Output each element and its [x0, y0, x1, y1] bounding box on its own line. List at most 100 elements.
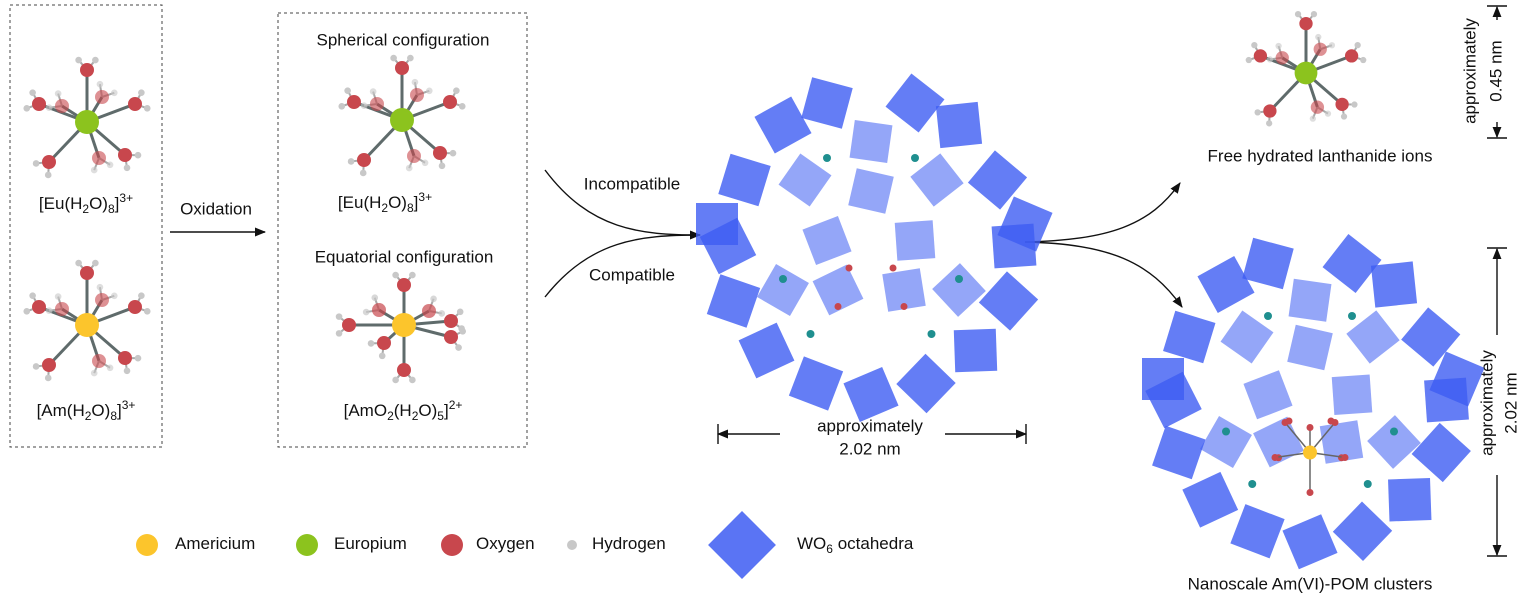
octahedron	[1429, 351, 1485, 407]
formula-part: ]	[414, 193, 419, 212]
formula-part: 3+	[418, 190, 432, 204]
octahedron	[1220, 310, 1274, 364]
oxygen	[80, 266, 94, 280]
formula: Oxygen	[476, 534, 535, 553]
formula: [Am(H2O)8]3+	[37, 398, 136, 423]
oxygen	[834, 303, 842, 310]
oxygen	[342, 318, 356, 332]
octahedron	[894, 220, 936, 261]
oxygen	[1299, 16, 1313, 31]
label: Spherical configuration	[317, 30, 490, 49]
octahedron	[885, 73, 945, 133]
label: Nanoscale Am(VI)-POM clusters	[1188, 574, 1433, 593]
oxygen	[80, 63, 94, 77]
oxygen	[55, 99, 69, 113]
tungsten-site	[911, 154, 919, 162]
hydrogen	[138, 89, 145, 96]
oxygen	[1310, 100, 1325, 114]
hydrogen	[1360, 56, 1367, 64]
label: 2.02 nm	[839, 439, 900, 458]
octahedron	[1332, 501, 1393, 561]
oxygen	[1344, 49, 1359, 63]
formula-part: [Eu(H	[338, 193, 381, 212]
formula-part: 8	[407, 201, 414, 215]
legend-swatch	[136, 534, 158, 556]
legend-swatch	[441, 534, 463, 556]
octahedron	[1200, 416, 1252, 468]
hydrogen	[106, 161, 114, 169]
molecule	[338, 54, 466, 177]
hydrogen	[425, 87, 433, 95]
compatible-arrow	[544, 234, 701, 298]
metal	[75, 313, 99, 337]
formula-part: 3+	[122, 398, 136, 412]
oxygen	[357, 153, 371, 167]
hydrogen	[92, 56, 99, 64]
hydrogen	[407, 54, 414, 62]
octahedron	[967, 150, 1028, 210]
formula-part: Hydrogen	[592, 534, 666, 553]
octahedron	[882, 268, 926, 312]
hydrogen	[409, 376, 416, 384]
hydrogen	[96, 283, 104, 291]
oxygen	[410, 88, 424, 102]
hydrogen	[344, 87, 351, 94]
hydrogen	[1310, 11, 1318, 18]
oxygen	[128, 300, 142, 314]
hydrogen	[409, 271, 416, 279]
oxygen	[42, 155, 56, 169]
hydrogen	[54, 90, 62, 97]
tungsten-site	[823, 154, 831, 162]
formula-part: Europium	[334, 534, 407, 553]
oxygen	[92, 354, 106, 368]
oxygen	[1331, 419, 1339, 426]
hydrogen	[1245, 56, 1252, 64]
hydrogen	[1266, 56, 1274, 63]
octahedron	[1401, 307, 1461, 367]
octahedron	[1411, 422, 1471, 483]
formula-part: [Am(H	[37, 401, 85, 420]
middle-box	[277, 12, 528, 448]
hydrogen	[54, 293, 62, 300]
formula-part: ]	[117, 401, 122, 420]
pom-cluster	[1142, 234, 1485, 570]
legend-swatch	[708, 511, 776, 579]
oxygen	[1275, 51, 1289, 65]
octahedron	[1152, 425, 1206, 480]
tungsten-site	[1390, 427, 1398, 436]
hydrogen	[1309, 115, 1316, 122]
octahedron	[932, 263, 986, 317]
formula-part: [Eu(H	[39, 194, 82, 213]
hydrogen	[367, 340, 375, 347]
hydrogen	[123, 367, 131, 375]
octahedron	[802, 215, 852, 266]
hydrogen	[338, 103, 346, 110]
hydrogen	[1254, 109, 1261, 116]
formula-part: WO	[797, 534, 826, 553]
oxygen	[1253, 49, 1268, 63]
oxygen	[397, 363, 411, 377]
molecule	[23, 259, 151, 382]
oxygen	[347, 95, 361, 109]
metal	[392, 313, 416, 337]
hydrogen	[1328, 42, 1336, 49]
hydrogen	[421, 159, 429, 167]
label: Equatorial configuration	[315, 247, 494, 266]
hydrogen	[347, 158, 355, 165]
hydrogen	[106, 364, 114, 372]
octahedron	[935, 101, 983, 149]
metal	[1294, 61, 1318, 85]
oxygen	[42, 358, 56, 372]
octahedron	[801, 77, 853, 129]
metal	[75, 110, 99, 134]
formula-part: ]	[115, 194, 120, 213]
oxygen	[395, 61, 409, 75]
tungsten-site	[955, 275, 963, 283]
label: approximately	[1477, 350, 1496, 456]
hydrogen	[1266, 120, 1273, 127]
label: Oxidation	[180, 199, 252, 218]
hydrogen	[110, 292, 118, 300]
oxygen	[92, 151, 106, 165]
oxygen	[433, 146, 447, 160]
label: Incompatible	[584, 174, 680, 193]
